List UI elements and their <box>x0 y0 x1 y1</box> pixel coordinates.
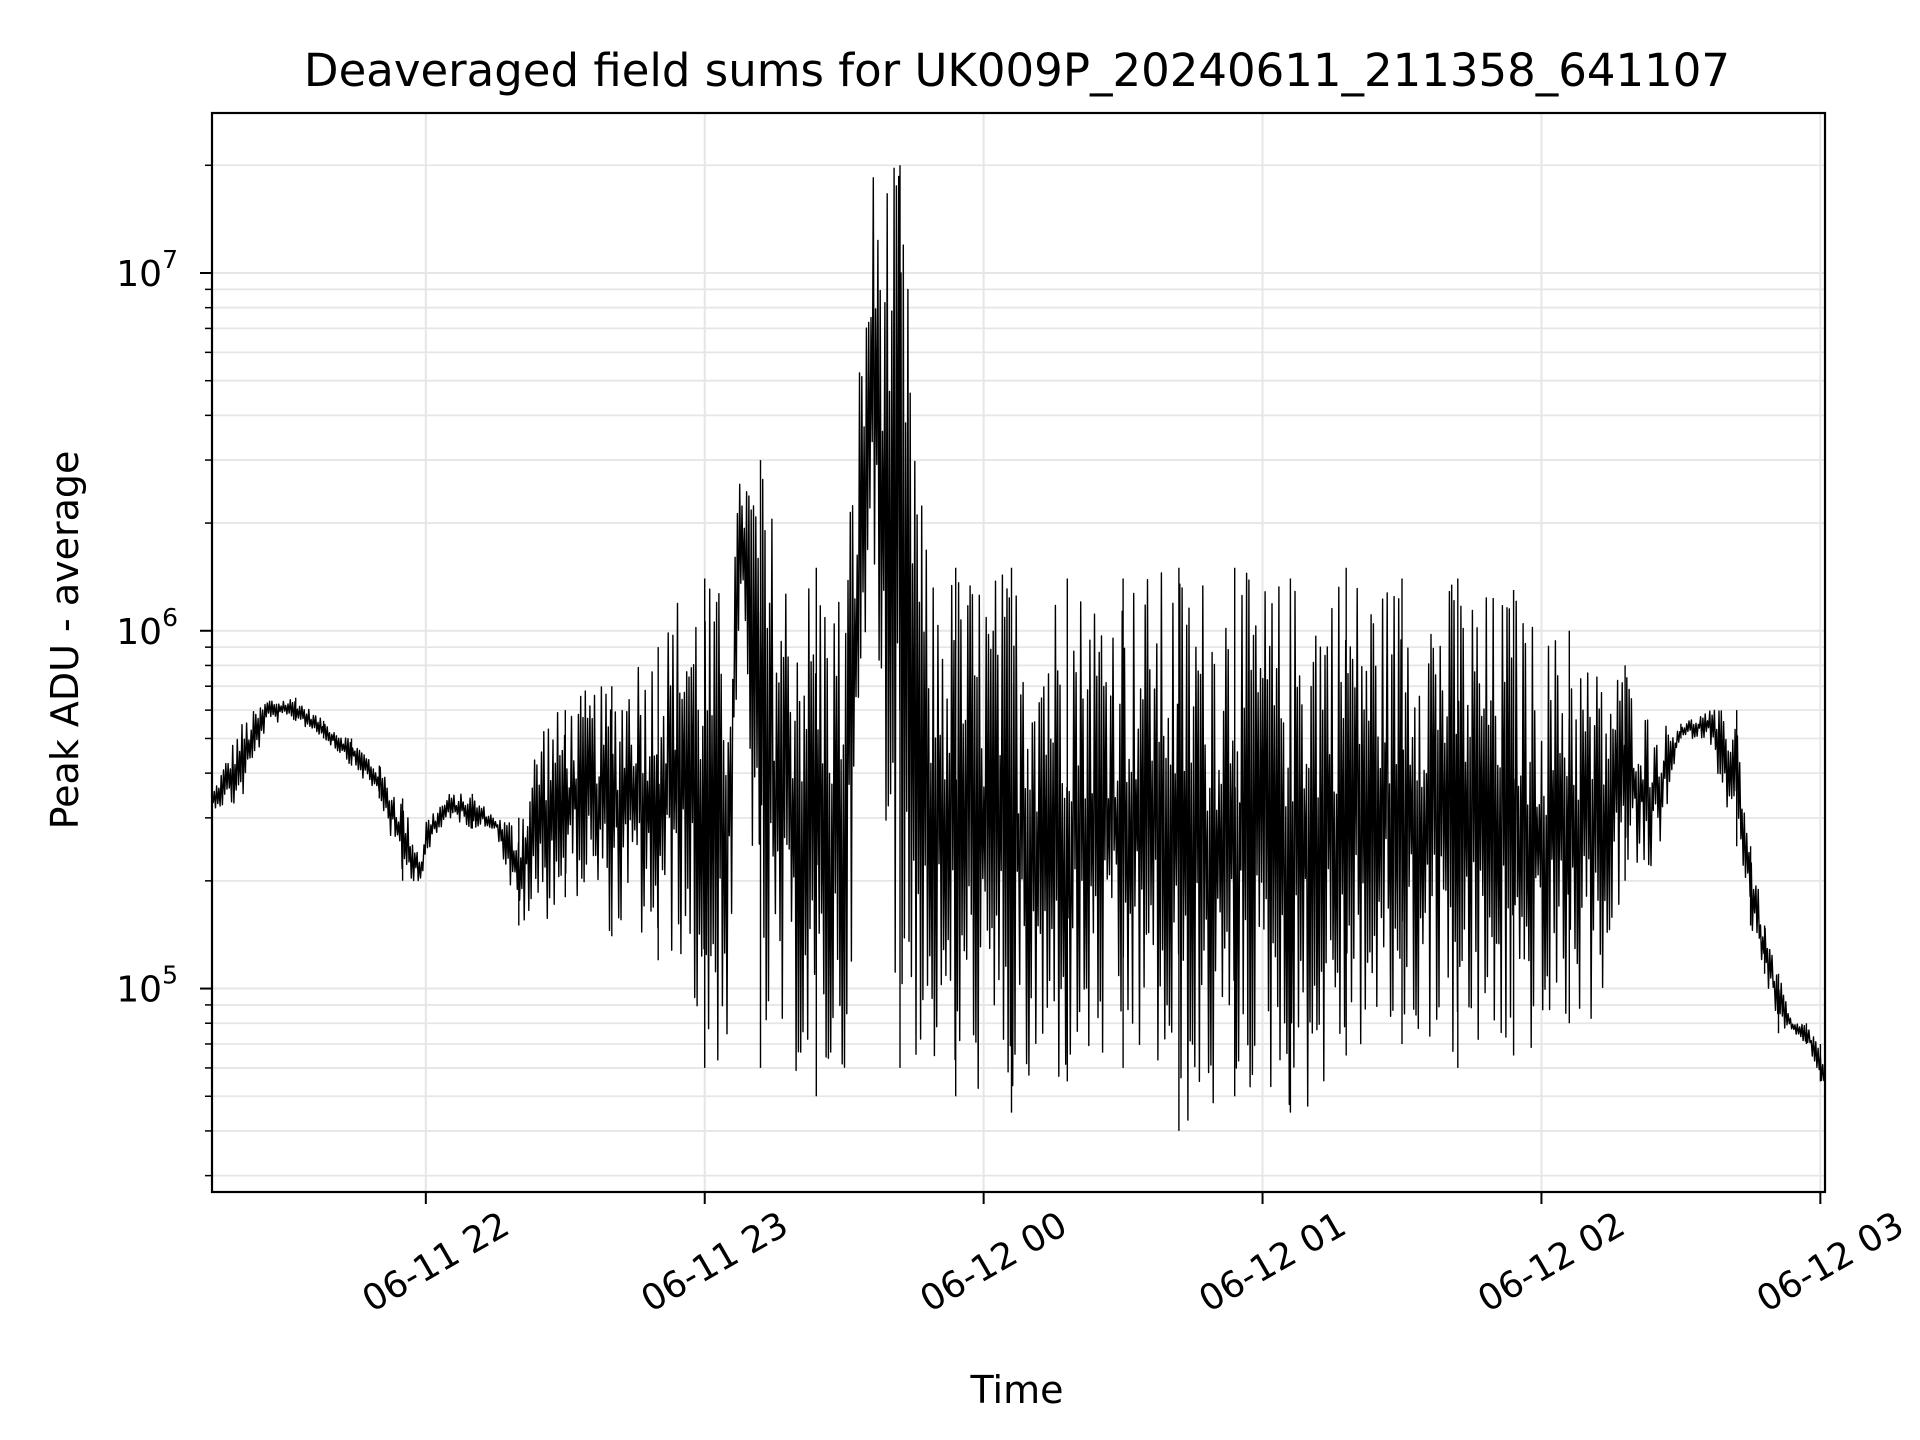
y-tick-label: 106 <box>116 603 178 653</box>
y-tick-label-exponent: 6 <box>162 603 178 632</box>
chart-title: Deaveraged field sums for UK009P_2024061… <box>304 44 1730 97</box>
y-tick-label-base: 10 <box>116 612 162 653</box>
axes-frame <box>210 111 1827 1194</box>
y-tick-label-base: 10 <box>116 254 162 295</box>
y-tick-label: 107 <box>116 245 178 295</box>
y-axis-label: Peak ADU - average <box>43 451 87 830</box>
y-tick-label-exponent: 5 <box>162 961 178 990</box>
y-tick-label: 105 <box>116 961 178 1011</box>
y-tick-label-exponent: 7 <box>162 245 178 274</box>
x-axis-label: Time <box>970 1368 1064 1412</box>
y-tick-label-base: 10 <box>116 970 162 1011</box>
